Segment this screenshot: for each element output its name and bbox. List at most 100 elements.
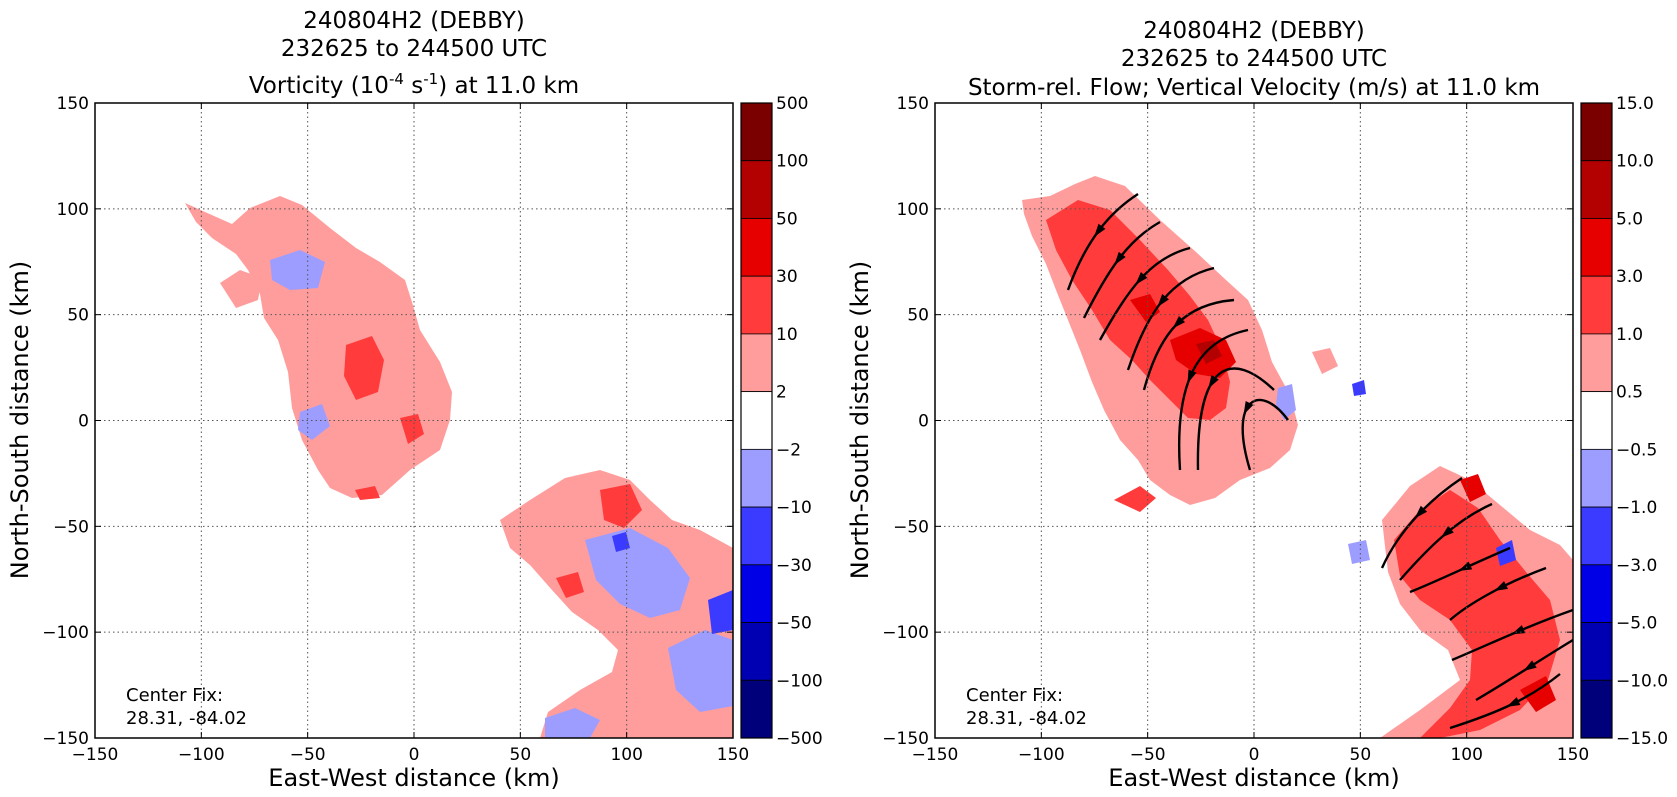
left-colorbar-label: 100	[776, 152, 808, 172]
left-colorbar-label: −2	[776, 440, 801, 460]
left-colorbar-label: −100	[776, 671, 823, 691]
right-colorbar-label: −15.0	[1616, 729, 1668, 749]
left-colorbar-segment	[740, 102, 773, 162]
streamline-arrowhead	[1157, 293, 1169, 308]
left-field-blue-1	[708, 590, 733, 634]
left-colorbar-segment	[740, 506, 773, 566]
right-colorbar-label: −1.0	[1616, 498, 1657, 518]
left-colorbar-label: 30	[776, 267, 798, 287]
left-x-tick-label: 0	[409, 745, 420, 765]
left-field-light-blue-4	[545, 708, 600, 738]
streamline-arrowhead	[1243, 400, 1254, 415]
right-colorbar-label: −3.0	[1616, 556, 1657, 576]
left-colorbar-label: −500	[776, 729, 823, 749]
right-colorbar-label: −10.0	[1616, 671, 1668, 691]
right-field-blue-2	[1348, 540, 1370, 564]
right-x-tick-label: −150	[912, 745, 959, 765]
left-field-light-blue-1	[270, 250, 325, 290]
right-field-maroon-1	[1196, 340, 1222, 364]
right-center-fix-value: 28.31, -84.02	[966, 708, 1087, 729]
left-y-tick-label: 0	[78, 412, 89, 432]
right-colorbar-label: 0.5	[1616, 383, 1643, 403]
right-colorbar-label: 1.0	[1616, 325, 1643, 345]
left-colorbar-label: −10	[776, 498, 812, 518]
right-grid	[935, 103, 1573, 738]
right-colorbar-segment	[1580, 218, 1613, 277]
right-colorbar-segment	[1580, 622, 1613, 681]
streamline-arrowhead	[1094, 223, 1106, 238]
left-y-ticks: 150 100 50 0 −50 −100 −150	[42, 94, 733, 749]
left-x-tick-label: 50	[510, 745, 532, 765]
right-center-fix-label: Center Fix:	[966, 685, 1063, 706]
left-x-tick-label: −50	[290, 745, 326, 765]
right-colorbar-segment	[1580, 506, 1613, 566]
right-x-tick-label: −50	[1130, 745, 1166, 765]
left-colorbar-frame	[740, 102, 773, 739]
right-x-ticks: −150 −100 −50 0 50 100 150	[912, 103, 1589, 765]
streamline-arrowhead	[1208, 375, 1219, 389]
left-field-red-1	[344, 336, 384, 400]
right-title-line2: 232625 to 244500 UTC	[1121, 46, 1387, 72]
left-colorbar-label: 2	[776, 383, 787, 403]
right-x-tick-label: −100	[1018, 745, 1065, 765]
left-field-red-3	[600, 484, 642, 528]
left-y-tick-label: −50	[53, 517, 89, 537]
streamline-6	[1178, 328, 1249, 471]
streamline-arrowhead	[1458, 561, 1473, 571]
left-colorbar: 500 100 50 30 10 2 −2 −10 −30 −50 −100 −500	[740, 94, 823, 749]
right-x-tick-label: 100	[1450, 745, 1482, 765]
streamline-arrowhead	[1523, 660, 1537, 672]
left-colorbar-label: 10	[776, 325, 798, 345]
left-field-light-blue-2	[585, 528, 690, 618]
left-field-red-4	[355, 486, 380, 500]
right-field-red-2	[1394, 490, 1560, 738]
streamline-arrowhead	[1135, 272, 1148, 285]
right-colorbar-segment	[1580, 160, 1613, 219]
right-y-tick-label: 150	[897, 94, 929, 114]
streamline-13	[1451, 608, 1573, 662]
streamline-arrowhead	[1494, 581, 1508, 592]
right-colorbar-segment	[1580, 564, 1613, 623]
left-x-tick-label: −100	[178, 745, 225, 765]
left-colorbar-segment	[740, 218, 773, 277]
right-colorbar: 15.0 10.0 5.0 3.0 1.0 0.5 −0.5 −1.0 −3.0 −5.0 −10.…	[1580, 94, 1668, 749]
left-field-blue-2	[612, 532, 630, 552]
right-streamlines	[1066, 192, 1573, 730]
left-y-tick-label: 100	[57, 200, 89, 220]
right-colorbar-label: 5.0	[1616, 209, 1643, 229]
right-y-ticks: 150 100 50 0 −50 −100 −150	[882, 94, 1573, 749]
right-colorbar-frame	[1580, 102, 1613, 739]
streamline-arrowhead	[1172, 315, 1186, 329]
left-vorticity-field	[185, 196, 733, 738]
streamline-11	[1409, 546, 1511, 594]
right-field-blue-4	[1352, 380, 1366, 396]
left-x-axis-label: East-West distance (km)	[268, 764, 559, 792]
right-y-tick-label: 50	[907, 306, 929, 326]
left-x-tick-label: 100	[610, 745, 642, 765]
left-field-red-2	[400, 414, 424, 444]
right-y-tick-label: −100	[882, 623, 929, 643]
left-x-tick-label: −150	[72, 745, 119, 765]
vorticity-panel: 240804H2 (DEBBY) 232625 to 244500 UTC Vo…	[6, 8, 823, 792]
left-field-light-blue-5	[298, 404, 330, 440]
left-y-tick-label: 50	[67, 306, 89, 326]
right-field-red-3	[1114, 486, 1156, 512]
right-colorbar-label: 15.0	[1616, 94, 1654, 114]
right-colorbar-label: −0.5	[1616, 440, 1657, 460]
right-y-tick-label: −50	[893, 517, 929, 537]
streamline-arrowhead	[1114, 251, 1126, 266]
left-colorbar-segment	[740, 564, 773, 623]
left-y-tick-label: −100	[42, 623, 89, 643]
right-field-blue-3	[1496, 540, 1516, 566]
right-x-tick-label: 50	[1350, 745, 1372, 765]
right-colorbar-label: −5.0	[1616, 614, 1657, 634]
right-colorbar-segment	[1580, 391, 1613, 450]
streamline-12	[1449, 566, 1547, 621]
right-velocity-field	[1022, 176, 1573, 738]
right-x-tick-label: 150	[1557, 745, 1589, 765]
streamline-arrowhead	[1511, 625, 1526, 635]
left-colorbar-segment	[740, 275, 773, 335]
streamline-arrowhead	[1506, 697, 1521, 707]
left-colorbar-segment	[740, 448, 773, 508]
